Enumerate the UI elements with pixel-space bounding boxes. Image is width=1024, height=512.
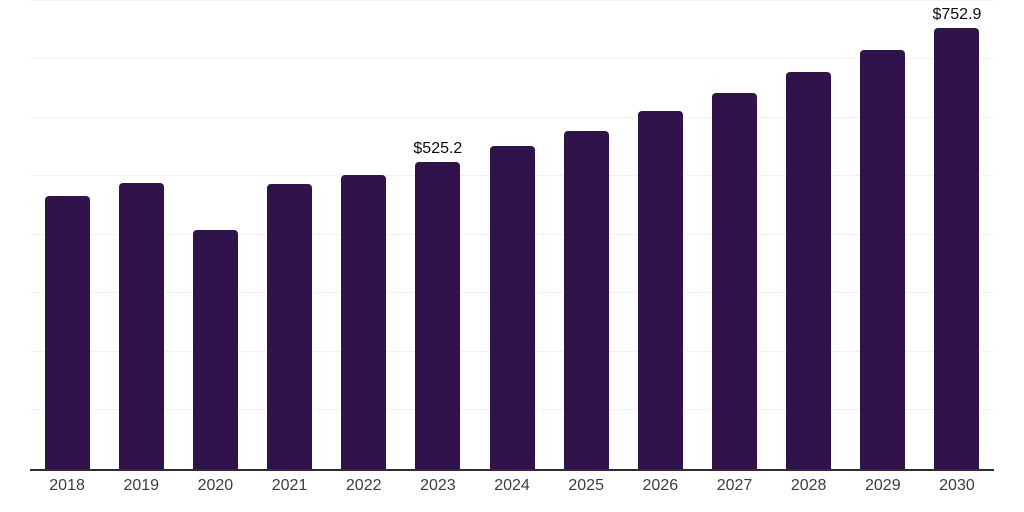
bar-value-label-2023: $525.2 [413,139,463,157]
bar-slot-2027 [697,0,771,469]
x-axis-line [30,469,994,471]
bar-2030[interactable] [934,28,980,469]
x-axis-labels: 2018 2019 2020 2021 2022 2023 2024 2025 2026 2027… [30,476,994,495]
plot-area: $525.2 $752.9 [30,0,994,471]
bars-layer: $525.2 $752.9 [30,0,994,469]
x-tick-label-2030: 2030 [939,477,975,494]
x-tick-label-2019: 2019 [123,477,160,494]
x-tick-label-2020: 2020 [197,477,234,494]
bar-slot-2030: $752.9 [920,0,994,469]
bar-slot-2026 [623,0,697,469]
x-tick-label-2028: 2028 [790,477,827,494]
bar-2023[interactable] [415,161,461,469]
bar-2020[interactable] [192,229,238,469]
bar-2019[interactable] [118,182,164,469]
bar-slot-2028 [772,0,846,469]
bar-2028[interactable] [786,72,832,469]
x-tick-label-2026: 2026 [642,477,679,494]
bar-2029[interactable] [860,50,906,469]
gridline-800 [30,0,994,1]
bar-slot-2025 [549,0,623,469]
bar-slot-2019 [104,0,178,469]
bar-2025[interactable] [563,130,609,469]
bar-slot-2020 [178,0,252,469]
bar-2022[interactable] [341,175,387,469]
x-tick-label-2029: 2029 [865,477,901,494]
bar-2027[interactable] [711,92,757,469]
x-tick-label-2021: 2021 [271,477,308,494]
bar-slot-2022 [327,0,401,469]
x-tick-label-2018: 2018 [49,477,85,494]
x-tick-label-2023: 2023 [420,477,456,494]
bar-slot-2018 [30,0,104,469]
bar-slot-2024 [475,0,549,469]
bar-slot-2023: $525.2 [401,0,475,469]
bar-slot-2021 [252,0,326,469]
gridline-600 [30,116,994,118]
bar-2026[interactable] [637,111,683,469]
bar-2021[interactable] [267,183,313,469]
bar-2018[interactable] [44,195,90,469]
bar-value-label-2030: $752.9 [932,6,982,24]
x-tick-label-2027: 2027 [716,477,753,494]
bar-2024[interactable] [489,146,535,469]
x-tick-label-2022: 2022 [345,477,382,494]
x-tick-label-2025: 2025 [568,477,604,494]
x-tick-label-2024: 2024 [494,477,530,494]
gridline-700 [30,58,994,60]
bar-slot-2029 [846,0,920,469]
